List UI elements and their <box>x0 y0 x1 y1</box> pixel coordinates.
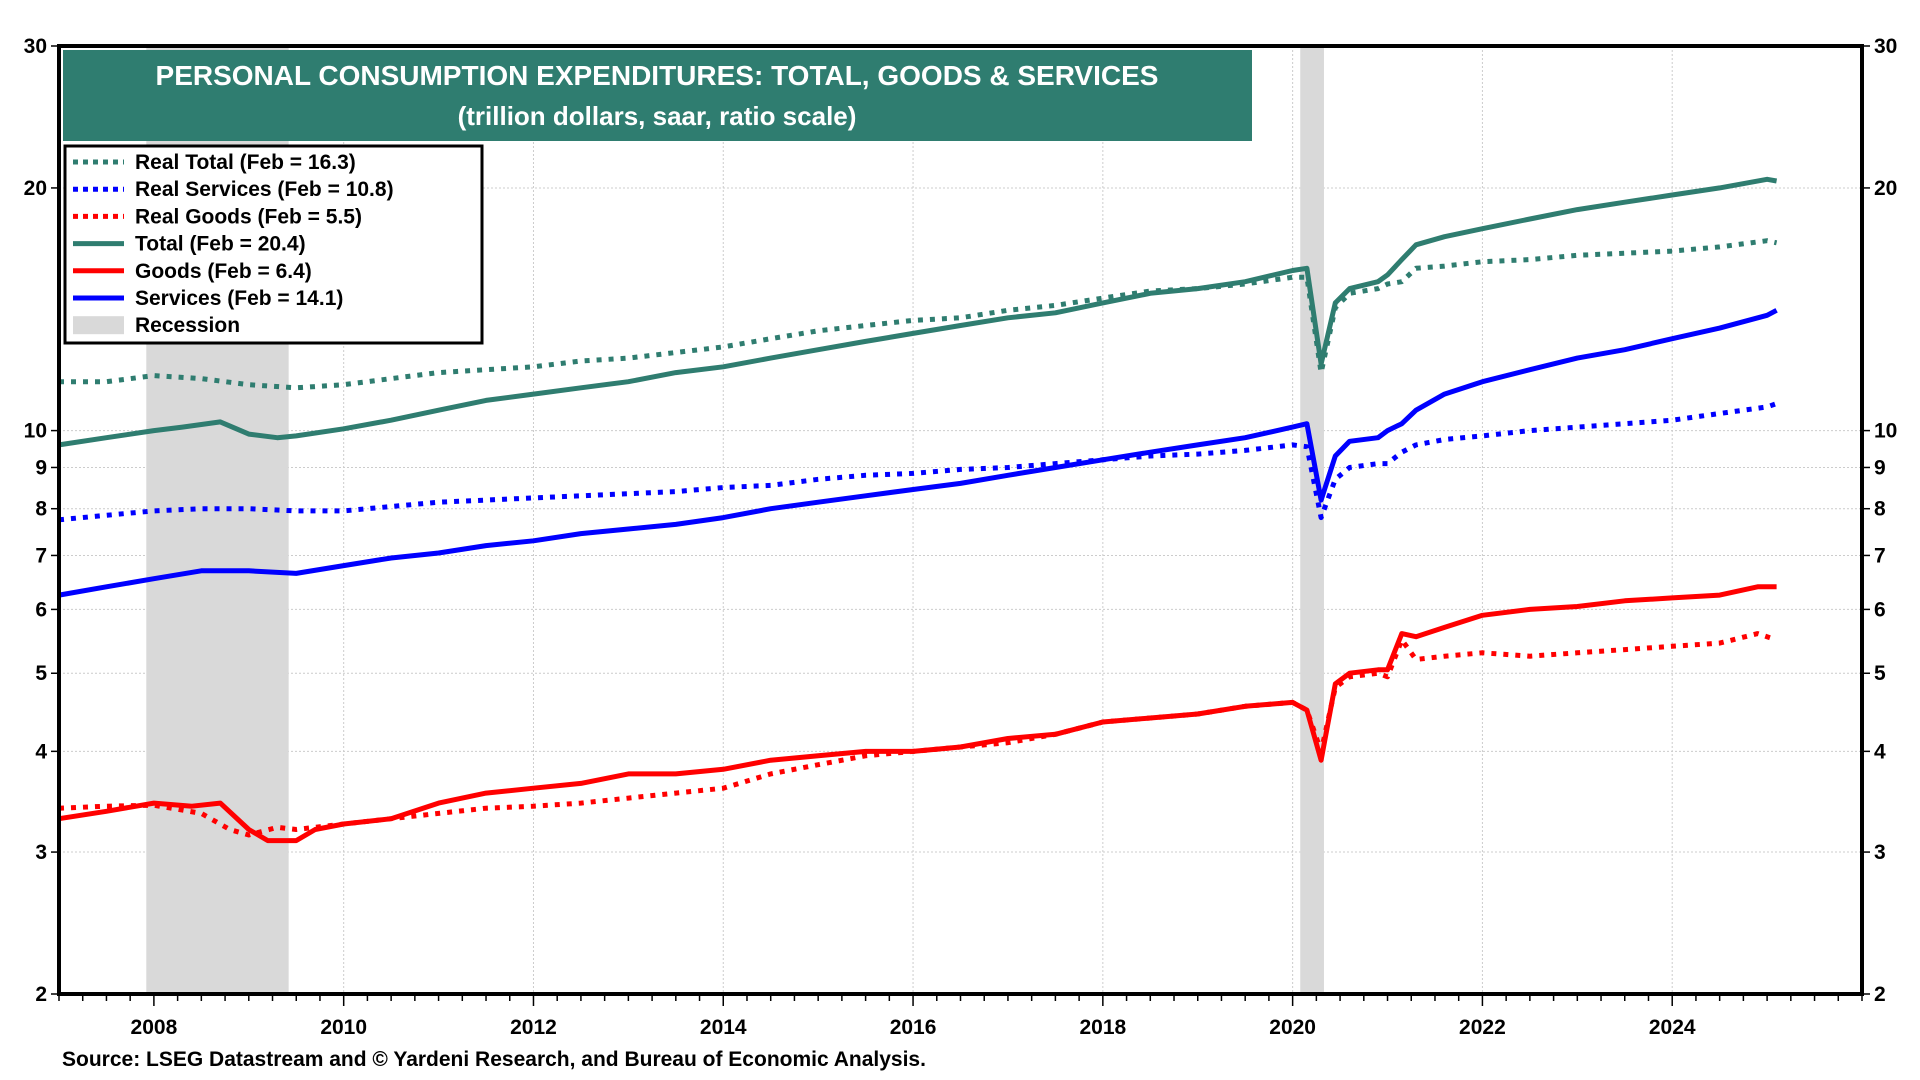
chart-subtitle: (trillion dollars, saar, ratio scale) <box>458 101 857 131</box>
y-tick-label-left: 8 <box>35 498 47 521</box>
y-tick-label-right: 5 <box>1874 662 1886 685</box>
x-tick-label: 2020 <box>1269 1016 1316 1039</box>
y-tick-label-right: 9 <box>1874 456 1886 479</box>
recession-band <box>1300 46 1324 994</box>
x-tick-label: 2016 <box>890 1016 937 1039</box>
series-real-services <box>58 401 1778 523</box>
y-tick-label-right: 2 <box>1874 983 1886 1006</box>
y-tick-label-right: 3 <box>1874 841 1886 864</box>
title-background <box>63 50 1252 141</box>
y-tick-label-left: 30 <box>24 35 47 58</box>
x-tick-label: 2024 <box>1649 1016 1696 1039</box>
y-tick-label-right: 8 <box>1874 498 1886 521</box>
y-tick-label-right: 10 <box>1874 420 1897 443</box>
legend: Real Total (Feb = 16.3) Real Services (Fe… <box>63 144 484 345</box>
series-real-total <box>59 238 1778 391</box>
x-tick-label: 2010 <box>320 1016 367 1039</box>
series-services <box>58 308 1778 598</box>
series-total <box>58 176 1778 448</box>
y-tick-label-right: 6 <box>1874 598 1886 621</box>
title-box: PERSONAL CONSUMPTION EXPENDITURES: TOTAL… <box>63 50 1252 141</box>
series-real-goods <box>58 631 1778 838</box>
y-tick-label-left: 10 <box>24 420 47 443</box>
series-lines <box>58 176 1778 844</box>
y-tick-label-right: 7 <box>1874 544 1886 567</box>
legend-label-real-total: Real Total (Feb = 16.3) <box>135 151 356 174</box>
series-goods <box>58 584 1777 844</box>
legend-label-real-services: Real Services (Feb = 10.8) <box>135 178 394 201</box>
y-tick-label-left: 7 <box>35 544 47 567</box>
legend-label-services: Services (Feb = 14.1) <box>135 287 343 310</box>
source-note: Source: LSEG Datastream and © Yardeni Re… <box>62 1048 926 1071</box>
y-tick-label-left: 9 <box>35 456 47 479</box>
y-tick-label-right: 4 <box>1874 740 1886 763</box>
y-tick-label-left: 6 <box>35 598 47 621</box>
legend-label-goods: Goods (Feb = 6.4) <box>135 260 312 283</box>
y-tick-label-right: 20 <box>1874 177 1897 200</box>
legend-label-real-goods: Real Goods (Feb = 5.5) <box>135 205 362 228</box>
x-axis: 2008 2010 2012 2014 2016 2018 2020 2022 2024 <box>58 994 1863 1039</box>
legend-label-total: Total (Feb = 20.4) <box>135 233 306 256</box>
x-tick-label: 2014 <box>700 1016 747 1039</box>
x-tick-label: 2018 <box>1079 1016 1126 1039</box>
x-tick-label: 2022 <box>1459 1016 1506 1039</box>
y-tick-label-left: 20 <box>24 177 47 200</box>
y-tick-label-right: 30 <box>1874 35 1897 58</box>
x-tick-label: 2008 <box>131 1016 178 1039</box>
chart-title: PERSONAL CONSUMPTION EXPENDITURES: TOTAL… <box>156 60 1159 91</box>
y-tick-label-left: 3 <box>35 841 47 864</box>
x-tick-label: 2012 <box>510 1016 557 1039</box>
legend-swatch-recession <box>73 316 124 335</box>
y-tick-label-left: 4 <box>35 740 47 763</box>
y-tick-label-left: 5 <box>35 662 47 685</box>
legend-box <box>63 144 484 345</box>
y-tick-label-left: 2 <box>35 983 47 1006</box>
legend-label-recession: Recession <box>135 314 240 337</box>
y-axis: 2 2 3 3 4 4 5 5 6 6 7 7 8 8 9 9 10 10 20 20 30 30 <box>24 35 1898 1006</box>
